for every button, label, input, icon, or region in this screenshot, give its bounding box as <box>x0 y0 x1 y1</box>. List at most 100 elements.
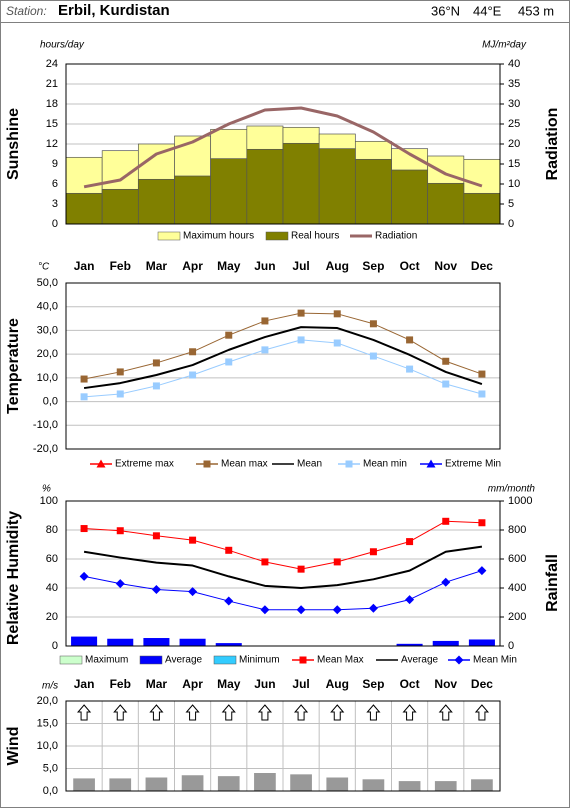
y2-tick-label: 30 <box>508 98 520 110</box>
marker <box>224 596 234 606</box>
legend-label: Mean Max <box>317 655 364 666</box>
category-label: Jun <box>254 677 275 691</box>
bar <box>354 158 392 225</box>
marker <box>406 365 414 373</box>
bar <box>326 777 349 791</box>
line <box>83 106 483 189</box>
bar <box>468 639 495 646</box>
category-label: Dec <box>471 259 493 273</box>
y-tick-label: 0,0 <box>43 395 58 407</box>
bar <box>463 192 501 225</box>
marker <box>369 352 377 360</box>
y-tick-label: 60 <box>46 553 58 565</box>
y2-tick-label: 0 <box>508 218 514 230</box>
marker <box>80 525 88 533</box>
y2-tick-label: 200 <box>508 611 526 623</box>
y-tick-label: 40 <box>46 582 58 594</box>
category-label: Mar <box>146 677 168 691</box>
y-axis-title: Temperature <box>5 318 22 414</box>
y2-tick-label: 35 <box>508 78 520 90</box>
legend-swatch <box>59 655 83 665</box>
bar <box>254 773 276 791</box>
marker <box>442 380 450 388</box>
marker <box>369 320 377 328</box>
y2-tick-label: 40 <box>508 58 520 70</box>
legend-swatch <box>157 231 181 241</box>
y-tick-label: 15,0 <box>37 717 58 729</box>
marker <box>225 331 233 339</box>
y2-tick-label: 20 <box>508 138 520 150</box>
marker <box>225 546 233 554</box>
bar <box>396 643 423 646</box>
category-label: Sep <box>362 677 384 691</box>
marker <box>442 517 450 525</box>
y-tick-label: 30,0 <box>37 324 58 336</box>
y2-unit: MJ/m²day <box>482 40 527 51</box>
wind-direction-arrow <box>113 704 128 721</box>
category-label: Nov <box>434 259 457 273</box>
legend-swatch <box>265 231 289 241</box>
category-label: Jan <box>74 259 95 273</box>
wind-direction-arrow <box>149 704 164 721</box>
bar <box>181 775 204 791</box>
y-axis-title: Relative Humidity <box>5 511 22 645</box>
bar <box>145 777 168 791</box>
y2-axis-title: Rainfall <box>544 554 561 612</box>
marker <box>477 566 487 576</box>
y-tick-label: 15 <box>46 118 58 130</box>
y-tick-label: 80 <box>46 524 58 536</box>
marker <box>299 656 307 664</box>
bar <box>398 781 421 791</box>
legend-label: Mean max <box>221 459 268 470</box>
category-label: Jul <box>292 677 309 691</box>
y-axis-title: Sunshine <box>5 108 22 180</box>
bar <box>174 175 212 225</box>
y2-tick-label: 10 <box>508 178 520 190</box>
line <box>83 312 483 380</box>
wind-direction-arrow <box>221 704 236 721</box>
wind-direction-arrow <box>76 704 92 721</box>
bar <box>143 638 170 646</box>
marker <box>116 368 124 376</box>
marker <box>115 579 125 589</box>
y-unit: hours/day <box>40 40 85 51</box>
legend-label: Average <box>165 655 203 666</box>
marker <box>441 577 451 587</box>
plot-area <box>66 283 500 449</box>
marker <box>189 371 197 379</box>
wind-direction-arrow <box>366 704 381 721</box>
marker <box>261 558 269 566</box>
bar <box>71 636 98 646</box>
y-tick-label: 5,0 <box>43 762 58 774</box>
legend-label: Mean Min <box>473 655 517 666</box>
y-tick-label: -20,0 <box>33 443 58 455</box>
y-tick-label: 9 <box>52 158 58 170</box>
marker <box>345 460 353 468</box>
marker <box>332 605 342 615</box>
category-label: Feb <box>110 259 131 273</box>
category-label: Aug <box>326 259 349 273</box>
elevation: 453 m <box>518 3 554 18</box>
y-tick-label: 0,0 <box>43 785 58 797</box>
legend-label: Mean <box>297 459 322 470</box>
legend-swatch <box>139 655 163 665</box>
wind-direction-arrow <box>293 704 309 721</box>
y-tick-label: 0 <box>52 218 58 230</box>
bar <box>290 774 312 791</box>
longitude: 44°E <box>473 3 502 18</box>
category-label: Apr <box>182 677 203 691</box>
marker <box>442 357 450 365</box>
bar <box>318 148 356 225</box>
category-label: Sep <box>362 259 384 273</box>
marker <box>152 382 160 390</box>
category-label: Dec <box>471 677 493 691</box>
marker <box>296 605 306 615</box>
category-label: Feb <box>110 677 131 691</box>
marker <box>261 346 269 354</box>
bar <box>282 142 320 225</box>
y-tick-label: 20 <box>46 611 58 623</box>
marker <box>261 317 269 325</box>
wind-direction-arrow <box>474 704 490 721</box>
y-tick-label: 10,0 <box>37 740 58 752</box>
bar <box>215 643 242 646</box>
